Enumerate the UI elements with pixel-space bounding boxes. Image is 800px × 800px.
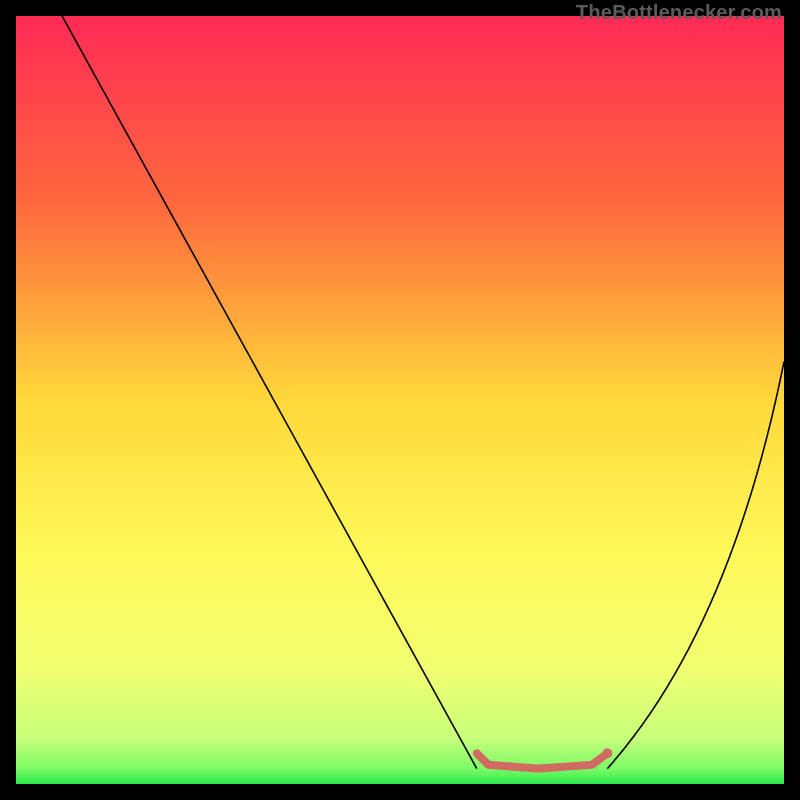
chart-frame: TheBottlenecker.com (0, 0, 800, 800)
optimal-band-end-dot (602, 748, 612, 758)
plot-svg (16, 16, 784, 784)
watermark-text: TheBottlenecker.com (576, 2, 782, 25)
gradient-background (16, 16, 784, 784)
plot-area (16, 16, 784, 784)
